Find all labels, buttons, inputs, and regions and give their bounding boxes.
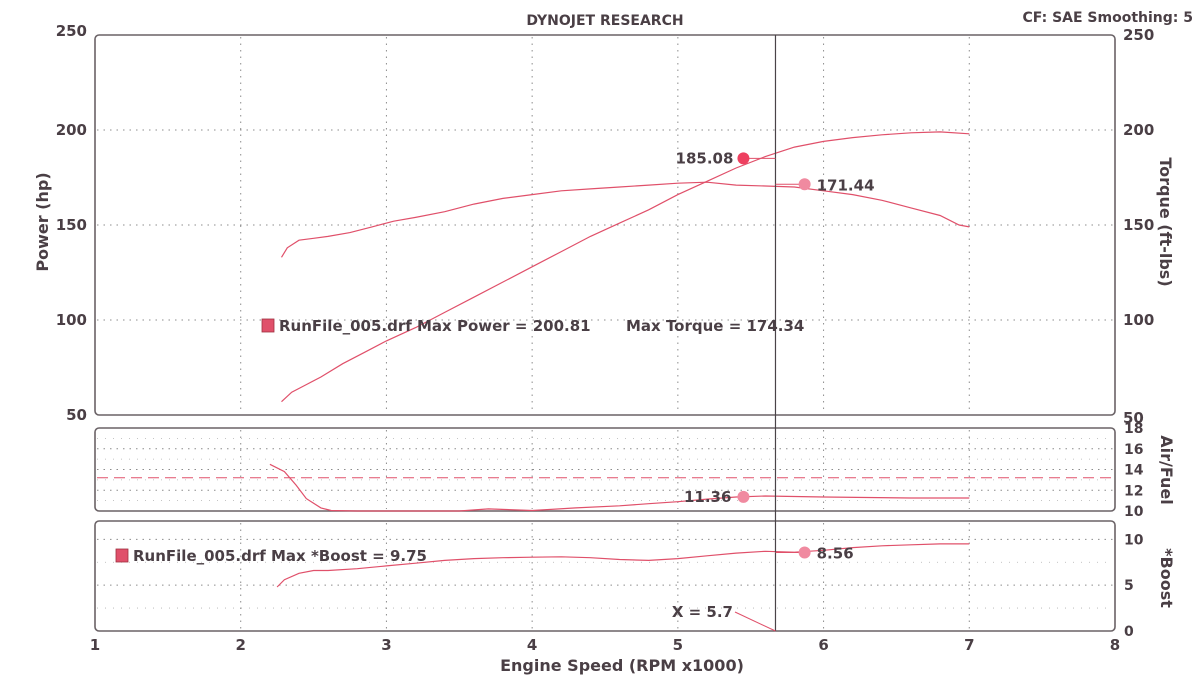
boost-marker-point <box>798 546 811 559</box>
torque-tick-label-150: 150 <box>1123 216 1154 234</box>
power-marker-point <box>737 152 750 165</box>
max-torque-text: Max Torque = 174.34 <box>626 317 804 335</box>
torque-tick-label-250: 250 <box>1123 26 1154 44</box>
boost-tick-label-0: 0 <box>1124 624 1134 640</box>
power-tick-label-200: 200 <box>56 121 87 139</box>
x-tick-label-8: 8 <box>1110 636 1120 654</box>
x-tick-label-1: 1 <box>90 636 100 654</box>
boost-tick-label-5: 5 <box>1124 578 1134 594</box>
run-legend-swatch <box>261 318 275 333</box>
panel-frame-boost <box>94 520 1116 632</box>
panel-frame-power-torque <box>94 34 1116 416</box>
airfuel-tick-label-10: 10 <box>1124 504 1144 520</box>
x-tick-label-2: 2 <box>235 636 245 654</box>
x-tick-label-5: 5 <box>673 636 683 654</box>
boost-axis-title: *Boost <box>1157 548 1176 608</box>
airfuel-tick-label-16: 16 <box>1124 442 1143 458</box>
airfuel-marker-point <box>737 490 750 503</box>
boost-legend-swatch <box>115 548 129 563</box>
power-tick-label-250: 250 <box>56 22 87 40</box>
airfuel-axis-title: Air/Fuel <box>1157 435 1176 504</box>
torque-axis-title: Torque (ft-lbs) <box>1156 157 1175 286</box>
boost-marker-label: 8.56 <box>817 545 854 563</box>
torque-series-line <box>280 181 970 258</box>
power-axis-title: Power (hp) <box>33 172 52 271</box>
airfuel-marker-label: 11.36 <box>684 488 731 506</box>
airfuel-tick-label-14: 14 <box>1124 463 1144 479</box>
airfuel-tick-label-18: 18 <box>1124 421 1143 437</box>
correction-info: CF: SAE Smoothing: 5 <box>1023 10 1193 26</box>
cursor-value-label: X = 5.7 <box>672 603 733 621</box>
torque-tick-label-200: 200 <box>1123 121 1154 139</box>
power-tick-label-50: 50 <box>66 406 87 424</box>
power-series-line <box>281 131 970 403</box>
airfuel-tick-label-12: 12 <box>1124 483 1143 499</box>
airfuel-series-line <box>269 463 970 512</box>
torque-tick-label-50: 50 <box>1123 409 1144 427</box>
power-tick-label-100: 100 <box>56 311 87 329</box>
x-tick-label-4: 4 <box>527 636 537 654</box>
torque-marker-label: 171.44 <box>817 176 875 194</box>
x-axis-title: Engine Speed (RPM x1000) <box>500 656 744 675</box>
max-boost-text: RunFile_005.drf Max *Boost = 9.75 <box>133 547 427 565</box>
panel-frame-air-fuel <box>94 427 1116 512</box>
power-marker-label: 185.08 <box>676 149 734 167</box>
x-tick-label-6: 6 <box>818 636 828 654</box>
x-tick-label-7: 7 <box>964 636 974 654</box>
power-tick-label-150: 150 <box>56 216 87 234</box>
cursor-leader-line <box>734 611 776 632</box>
boost-series-line <box>276 543 970 588</box>
chart-plot-layer: 1 2 3 4 5 6 7 850100150200250501001502002501012… <box>56 22 1155 654</box>
chart-title: DYNOJET RESEARCH <box>526 13 683 29</box>
torque-marker-point <box>798 178 811 191</box>
max-power-text: RunFile_005.drf Max Power = 200.81 <box>279 317 591 335</box>
boost-tick-label-10: 10 <box>1124 532 1144 548</box>
x-tick-label-3: 3 <box>381 636 391 654</box>
torque-tick-label-100: 100 <box>1123 311 1154 329</box>
